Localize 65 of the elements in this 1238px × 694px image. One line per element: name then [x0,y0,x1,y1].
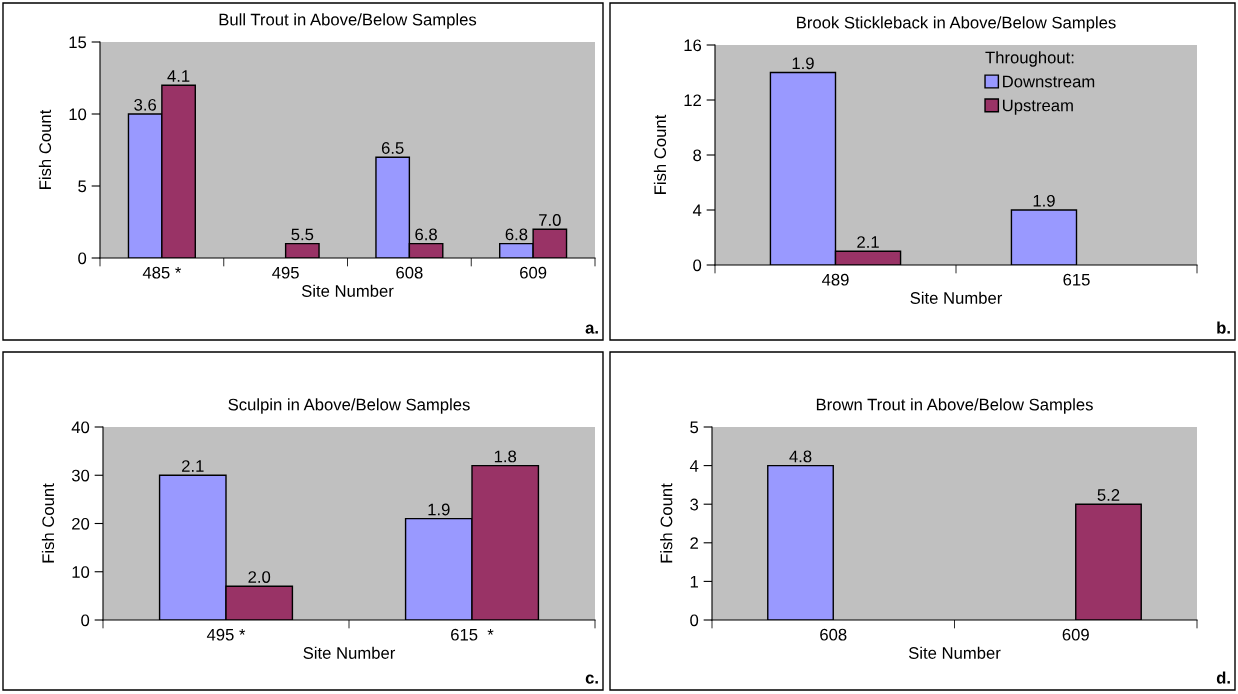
x-axis-title: Site Number [910,291,1003,304]
y-tick-label: 12 [684,94,701,107]
annotation: 6.8 [415,228,437,241]
y-tick-label: 1 [690,575,698,588]
x-axis-title: Site Number [301,284,394,297]
x-tick-label: 609 [520,266,547,279]
annotation: 1.9 [1033,194,1055,207]
annotation: 7.0 [539,214,561,226]
y-tick-label: 5 [78,180,87,193]
x-tick-label: 608 [820,628,847,641]
text: a. [585,324,598,334]
annotation: 2.1 [857,236,879,248]
legend-label: Upstream [1002,99,1073,115]
annotation: 5.2 [1097,489,1120,501]
annotation: 4.1 [167,70,190,82]
y-tick-label: 5 [690,421,699,434]
x-tick-label: 615 * [451,628,494,641]
y-tick-label: 16 [684,39,702,52]
y-tick-label: 10 [72,566,90,578]
annotation: 1.8 [494,450,517,463]
y-tick-label: 0 [81,614,90,627]
y-axis-title: Fish Count [653,114,667,194]
y-tick-label: 8 [693,149,702,162]
text: b. [1217,321,1230,334]
annotation: 6.8 [505,228,528,241]
x-tick-label: 608 [396,266,423,279]
x-tick-label: 495 [272,266,299,279]
y-tick-label: 4 [692,204,702,217]
y-axis-title: Fish Count [38,109,52,189]
y-tick-label: 30 [71,469,90,482]
annotation: 1.9 [428,503,450,516]
text: d. [1216,671,1230,684]
chart-title: Brown Trout in Above/Below Samples [816,398,1093,414]
annotation: 6.5 [381,142,404,154]
y-tick-label: 15 [69,36,87,49]
annotation: 5.5 [291,228,314,241]
x-tick-label: 485 * [142,266,182,279]
x-tick-label: 609 [1062,628,1089,641]
text: c. [585,674,598,684]
legend-title: Throughout: [985,51,1074,67]
y-tick-label: 0 [693,259,702,272]
x-tick-label: 495 * [206,628,246,641]
annotation: 4.8 [789,450,812,463]
y-tick-label: 40 [71,421,90,434]
chart-title: Bull Trout in Above/Below Samples [219,13,477,29]
y-tick-label: 20 [72,517,90,530]
y-tick-label: 10 [69,108,87,121]
y-tick-label: 0 [690,614,699,627]
y-tick-label: 3 [690,498,699,511]
chart-title: Brook Stickleback in Above/Below Samples [797,16,1116,32]
y-tick-label: 0 [78,252,87,265]
y-axis-title: Fish Count [41,483,55,563]
annotation: 2.0 [248,571,271,583]
annotation: 3.6 [134,98,157,111]
annotation: 2.1 [182,460,204,472]
legend-label: Downstream [1003,75,1095,88]
y-tick-label: 2 [690,537,698,549]
chart-title: Sculpin in Above/Below Samples [228,398,470,414]
annotation: 1.9 [792,57,814,70]
y-axis-title: Fish Count [660,483,673,563]
x-tick-label: 615 [1063,273,1090,286]
y-tick-label: 4 [689,460,699,472]
x-tick-label: 489 [821,273,849,286]
x-axis-title: Site Number [908,646,1001,659]
x-axis-title: Site Number [303,646,396,659]
